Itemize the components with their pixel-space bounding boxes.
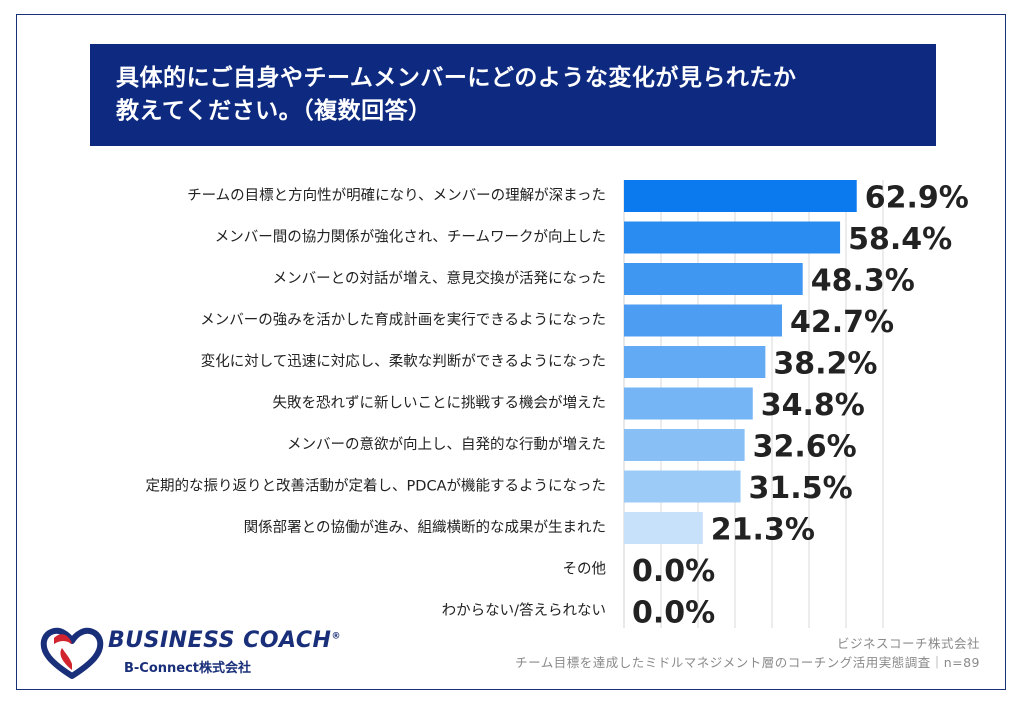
value-label: 48.3% <box>811 264 915 299</box>
bar <box>624 429 745 461</box>
category-label: 変化に対して迅速に対応し、柔軟な判断ができるようになった <box>201 353 606 370</box>
value-label: 34.8% <box>761 388 865 423</box>
registered-mark: ® <box>331 631 341 642</box>
bar <box>624 512 703 544</box>
category-label: 定期的な振り返りと改善活動が定着し、PDCAが機能するようになった <box>146 478 606 495</box>
value-labels: 62.9% 58.4% 48.3% 42.7% 38.2% 34.8% 32.6% 31.5%… <box>632 181 969 631</box>
source-company: ビジネスコーチ株式会社 <box>836 636 980 651</box>
chart-title-line-2: 教えてください。（複数回答） <box>116 98 432 124</box>
category-label: メンバーの強みを活かした育成計画を実行できるようになった <box>200 312 606 329</box>
value-label: 42.7% <box>790 305 894 340</box>
category-label: その他 <box>563 561 607 578</box>
chart-title-line-1: 具体的にご自身やチームメンバーにどのような変化が見られたか <box>116 65 797 91</box>
chart-title-banner: 具体的にご自身やチームメンバーにどのような変化が見られたか 教えてください。（複… <box>90 44 936 146</box>
bar <box>624 221 841 254</box>
value-label: 31.5% <box>749 471 853 506</box>
business-coach-logo: BUSINESS COACH® B-Connect株式会社 <box>40 624 340 684</box>
bar <box>624 387 753 420</box>
value-label: 62.9% <box>865 181 969 216</box>
value-label: 32.6% <box>753 430 857 465</box>
heart-logo-icon <box>40 627 104 679</box>
value-label: 21.3% <box>711 513 815 548</box>
category-label: 失敗を恐れずに新しいことに挑戦する機会が増えた <box>273 395 607 412</box>
bar <box>624 470 741 503</box>
value-label: 0.0% <box>632 554 715 589</box>
category-label: わからない/答えられない <box>442 602 606 619</box>
logo-subtitle: B-Connect株式会社 <box>124 661 252 676</box>
category-labels: チームの目標と方向性が明確になり、メンバーの理解が深まったメンバー間の協力関係が… <box>146 187 606 619</box>
logo-wordmark-text: BUSINESS COACH <box>108 628 332 653</box>
source-note: ビジネスコーチ株式会社 チーム目標を達成したミドルマネジメント層のコーチング活用… <box>515 634 980 672</box>
bar <box>624 304 782 337</box>
value-label: 0.0% <box>632 596 715 631</box>
bar <box>624 180 857 212</box>
category-label: チームの目標と方向性が明確になり、メンバーの理解が深まった <box>187 187 606 204</box>
bar <box>624 263 803 295</box>
category-label: 関係部署との協働が進み、組織横断的な成果が生まれた <box>244 519 606 536</box>
bar <box>624 346 766 378</box>
category-label: メンバーとの対話が増え、意見交換が活発になった <box>273 269 606 287</box>
bars <box>624 180 857 544</box>
value-label: 38.2% <box>773 347 877 382</box>
category-label: メンバーの意欲が向上し、自発的な行動が増えた <box>287 435 606 453</box>
source-survey: チーム目標を達成したミドルマネジメント層のコーチング活用実態調査｜n=89 <box>515 655 980 670</box>
value-label: 58.4% <box>848 222 952 257</box>
category-label: メンバー間の協力関係が強化され、チームワークが向上した <box>215 229 606 246</box>
logo-wordmark: BUSINESS COACH® <box>108 628 341 653</box>
